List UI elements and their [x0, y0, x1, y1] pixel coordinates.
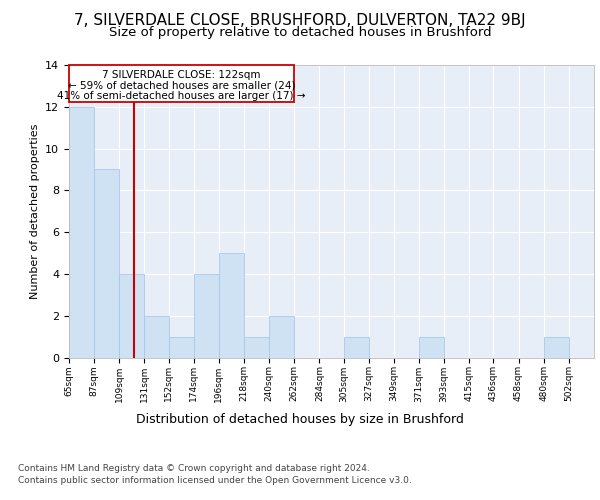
Bar [544, 336, 569, 357]
FancyBboxPatch shape [69, 65, 295, 102]
Bar [244, 336, 269, 357]
Bar [269, 316, 295, 358]
Text: Contains HM Land Registry data © Crown copyright and database right 2024.: Contains HM Land Registry data © Crown c… [18, 464, 370, 473]
Y-axis label: Number of detached properties: Number of detached properties [29, 124, 40, 299]
Text: ← 59% of detached houses are smaller (24): ← 59% of detached houses are smaller (24… [68, 80, 295, 90]
Text: Contains public sector information licensed under the Open Government Licence v3: Contains public sector information licen… [18, 476, 412, 485]
Text: 7, SILVERDALE CLOSE, BRUSHFORD, DULVERTON, TA22 9BJ: 7, SILVERDALE CLOSE, BRUSHFORD, DULVERTO… [74, 12, 526, 28]
Bar [194, 274, 219, 357]
Text: Size of property relative to detached houses in Brushford: Size of property relative to detached ho… [109, 26, 491, 39]
Bar [219, 253, 244, 358]
Text: 41% of semi-detached houses are larger (17) →: 41% of semi-detached houses are larger (… [58, 91, 306, 101]
Bar [69, 107, 94, 358]
Bar [344, 336, 368, 357]
Text: Distribution of detached houses by size in Brushford: Distribution of detached houses by size … [136, 412, 464, 426]
Text: 7 SILVERDALE CLOSE: 122sqm: 7 SILVERDALE CLOSE: 122sqm [103, 70, 261, 80]
Bar [169, 336, 194, 357]
Bar [419, 336, 444, 357]
Bar [94, 170, 119, 358]
Bar [145, 316, 169, 358]
Bar [119, 274, 145, 357]
